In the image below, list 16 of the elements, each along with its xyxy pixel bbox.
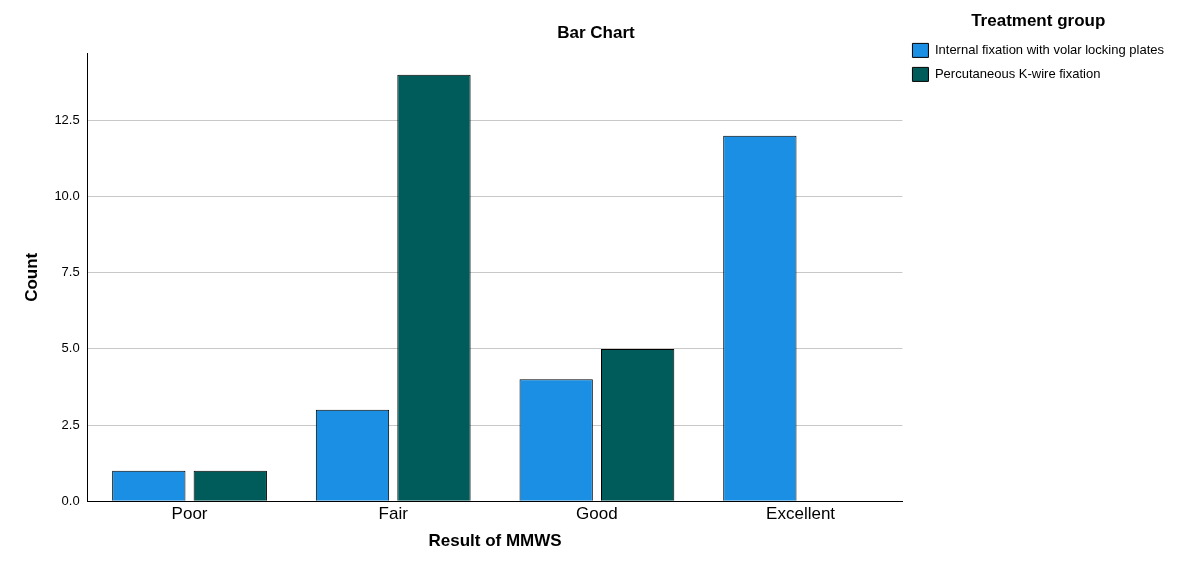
y-tick-label: 0.0: [61, 492, 80, 508]
x-axis-title: Result of MMWS: [428, 531, 562, 551]
y-tick-label: 2.5: [61, 416, 80, 432]
y-axis-title: Count: [21, 252, 41, 302]
y-tick-label: 7.5: [61, 264, 80, 280]
x-tick-label: Good: [576, 504, 618, 524]
y-tick-label: 12.5: [54, 112, 80, 127]
x-tick-label: Poor: [171, 504, 208, 524]
legend-label: Percutaneous K-wire fixation: [934, 65, 1101, 81]
y-tick-label: 10.0: [54, 188, 80, 204]
y-tick-label: 5.0: [61, 340, 80, 356]
x-tick-label: Excellent: [766, 504, 836, 524]
x-tick-label: Fair: [378, 504, 409, 524]
chart-title: Bar Chart: [557, 22, 636, 42]
legend-title: Treatment group: [971, 11, 1106, 31]
legend-label: Internal fixation with volar locking plates: [934, 41, 1165, 57]
